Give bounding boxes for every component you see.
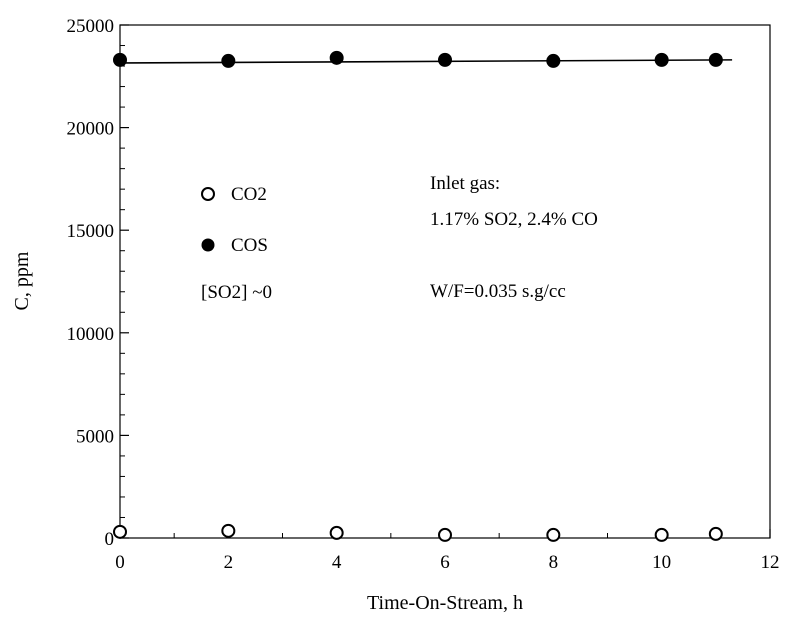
x-tick-label: 6: [440, 552, 450, 573]
cos-point: [654, 52, 669, 67]
x-tick-label: 4: [332, 552, 342, 573]
co2-point: [113, 524, 127, 539]
annotation-composition: 1.17% SO2, 2.4% CO: [430, 209, 598, 230]
cos-fit-line: [119, 59, 733, 64]
legend-cos-marker: [201, 238, 215, 252]
cos-point: [438, 52, 452, 67]
co2-point: [546, 527, 561, 542]
co2-point: [329, 525, 344, 540]
co2-point: [221, 523, 236, 538]
y-axis-title: C, ppm: [11, 251, 33, 310]
ticks-layer: 0 2 4 6 8 10 12 0 5000 10000 15000 20000 25000: [67, 16, 780, 573]
legend-cos-label: COS: [231, 235, 268, 256]
x-tick-label: 12: [761, 552, 780, 573]
legend-note: [SO2] ~0: [201, 282, 272, 303]
points-layer: [113, 50, 723, 542]
x-tick-label: 0: [115, 552, 125, 573]
cos-point: [221, 53, 236, 68]
x-tick-label: 10: [652, 552, 671, 573]
legend: CO2 COS [SO2] ~0: [201, 184, 272, 303]
y-tick-label: 25000: [67, 16, 115, 37]
y-tick-label: 20000: [67, 119, 115, 140]
y-tick-label: 10000: [67, 324, 115, 345]
annotation-inlet-gas: Inlet gas:: [430, 173, 500, 194]
annotation-wf: W/F=0.035 s.g/cc: [430, 281, 566, 302]
y-tick-label: 5000: [76, 426, 114, 447]
legend-co2-label: CO2: [231, 184, 267, 205]
x-tick-label: 2: [224, 552, 234, 573]
y-tick-label: 0: [105, 529, 115, 550]
co2-point: [708, 526, 723, 541]
x-axis-title: Time-On-Stream, h: [367, 592, 523, 613]
co2-point: [438, 527, 452, 542]
cos-point: [329, 50, 344, 65]
y-tick-label: 15000: [67, 221, 115, 242]
cos-point: [113, 52, 127, 67]
cos-point: [546, 53, 561, 68]
x-tick-label: 8: [549, 552, 559, 573]
fit-layer: [119, 59, 733, 64]
co2-point: [654, 527, 669, 542]
cos-point: [708, 52, 723, 67]
legend-co2-marker: [201, 187, 215, 201]
